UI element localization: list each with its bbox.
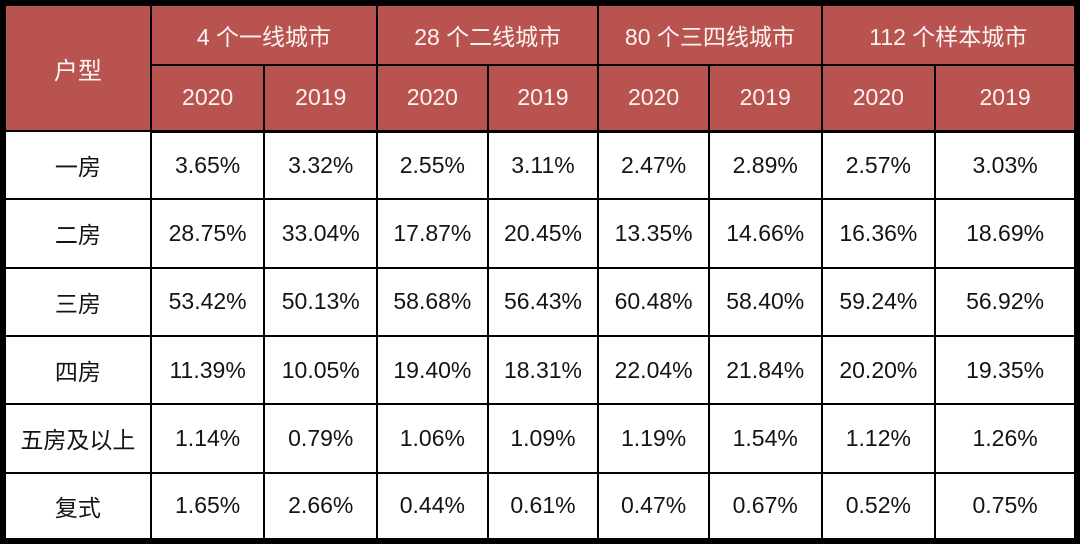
- value-cell: 0.67%: [707, 471, 823, 543]
- year-header: 2020: [149, 64, 266, 133]
- value-cell: 0.47%: [597, 471, 710, 543]
- table-row: 四房 11.39% 10.05% 19.40% 18.31% 22.04% 21.84% 20…: [2, 334, 1078, 406]
- value-cell: 20.45%: [486, 198, 600, 269]
- group-header-tier2-cities: 28 个二线城市: [376, 2, 600, 66]
- value-cell: 58.40%: [707, 266, 823, 337]
- value-cell: 19.35%: [934, 334, 1078, 406]
- value-cell: 2.89%: [707, 129, 823, 201]
- value-cell: 0.44%: [376, 471, 489, 543]
- row-label: 四房: [2, 334, 152, 406]
- value-cell: 3.03%: [934, 129, 1078, 201]
- table-body: 一房 3.65% 3.32% 2.55% 3.11% 2.47% 2.89% 2.57% 3.0…: [2, 129, 1078, 543]
- row-label: 二房: [2, 198, 152, 269]
- row-label: 复式: [2, 471, 152, 543]
- value-cell: 28.75%: [149, 198, 266, 269]
- value-cell: 1.54%: [707, 403, 823, 474]
- table-row: 五房及以上 1.14% 0.79% 1.06% 1.09% 1.19% 1.54% 1.12%…: [2, 403, 1078, 474]
- value-cell: 21.84%: [707, 334, 823, 406]
- value-cell: 3.11%: [486, 129, 600, 201]
- value-cell: 10.05%: [263, 334, 379, 406]
- value-cell: 1.12%: [820, 403, 937, 474]
- value-cell: 22.04%: [597, 334, 710, 406]
- value-cell: 50.13%: [263, 266, 379, 337]
- group-header-row: 户型 4 个一线城市 28 个二线城市 80 个三四线城市 112 个样本城市: [2, 2, 1079, 132]
- table-row: 三房 53.42% 50.13% 58.68% 56.43% 60.48% 58.40% 59…: [2, 266, 1078, 337]
- value-cell: 33.04%: [263, 198, 379, 269]
- value-cell: 58.68%: [376, 266, 489, 337]
- year-header: 2020: [597, 64, 710, 133]
- value-cell: 16.36%: [820, 198, 937, 269]
- value-cell: 20.20%: [820, 334, 937, 406]
- value-cell: 2.57%: [820, 129, 937, 201]
- table-row: 复式 1.65% 2.66% 0.44% 0.61% 0.47% 0.67% 0.52% 0.7…: [2, 471, 1078, 543]
- value-cell: 14.66%: [707, 198, 823, 269]
- year-header: 2019: [707, 64, 823, 133]
- year-header: 2020: [820, 64, 937, 133]
- row-label: 三房: [2, 266, 152, 337]
- value-cell: 2.66%: [263, 471, 379, 543]
- value-cell: 1.26%: [934, 403, 1078, 474]
- value-cell: 1.19%: [597, 403, 710, 474]
- value-cell: 1.06%: [376, 403, 489, 474]
- value-cell: 59.24%: [820, 266, 937, 337]
- year-header: 2019: [934, 64, 1078, 133]
- value-cell: 18.69%: [934, 198, 1078, 269]
- year-header: 2019: [263, 64, 379, 133]
- value-cell: 0.75%: [934, 471, 1078, 543]
- value-cell: 13.35%: [597, 198, 710, 269]
- value-cell: 19.40%: [376, 334, 489, 406]
- group-header-tier1-cities: 4 个一线城市: [149, 2, 379, 66]
- year-header: 2020: [376, 64, 489, 133]
- value-cell: 0.52%: [820, 471, 937, 543]
- value-cell: 56.43%: [486, 266, 600, 337]
- value-cell: 56.92%: [934, 266, 1078, 337]
- table-row: 二房 28.75% 33.04% 17.87% 20.45% 13.35% 14.66% 16…: [2, 198, 1078, 269]
- value-cell: 2.47%: [597, 129, 710, 201]
- year-header-row: 2020 2019 2020 2019 2020 2019 2020 2019: [3, 64, 1078, 133]
- value-cell: 17.87%: [376, 198, 489, 269]
- table-row: 一房 3.65% 3.32% 2.55% 3.11% 2.47% 2.89% 2.57% 3.0…: [2, 129, 1078, 201]
- value-cell: 1.09%: [486, 403, 600, 474]
- row-label: 五房及以上: [2, 403, 152, 474]
- value-cell: 0.61%: [486, 471, 600, 543]
- value-cell: 18.31%: [486, 334, 600, 406]
- group-header-sample-cities: 112 个样本城市: [820, 2, 1079, 66]
- value-cell: 60.48%: [597, 266, 710, 337]
- group-header-tier34-cities: 80 个三四线城市: [597, 2, 823, 66]
- value-cell: 1.65%: [149, 471, 266, 543]
- row-label: 一房: [2, 129, 152, 201]
- value-cell: 0.79%: [263, 403, 379, 474]
- value-cell: 1.14%: [149, 403, 266, 474]
- value-cell: 3.32%: [263, 129, 379, 201]
- year-header: 2019: [486, 64, 600, 133]
- value-cell: 11.39%: [149, 334, 266, 406]
- corner-header-housing-type: 户型: [2, 2, 152, 132]
- value-cell: 2.55%: [376, 129, 489, 201]
- value-cell: 3.65%: [149, 129, 266, 201]
- value-cell: 53.42%: [149, 266, 266, 337]
